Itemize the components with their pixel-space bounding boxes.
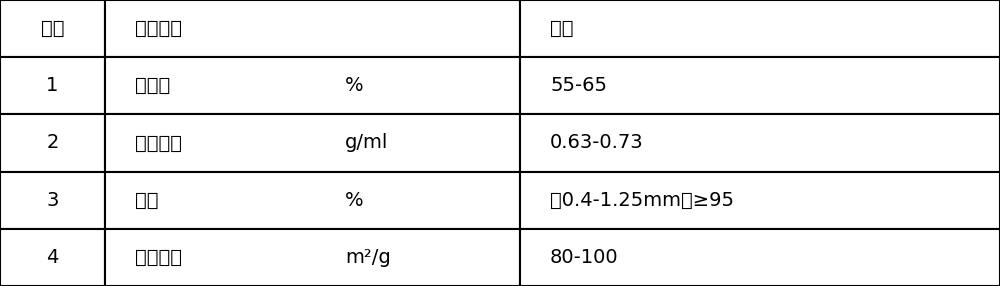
Text: 2: 2 — [46, 134, 59, 152]
Bar — [105, 172, 520, 229]
Bar — [520, 229, 1000, 286]
Text: 指标: 指标 — [550, 19, 574, 38]
Text: %: % — [345, 191, 364, 210]
Text: m²/g: m²/g — [345, 248, 391, 267]
Text: 1: 1 — [46, 76, 59, 95]
Bar — [105, 0, 520, 57]
Bar — [520, 172, 1000, 229]
Text: 0.63-0.73: 0.63-0.73 — [550, 134, 644, 152]
Bar — [0, 0, 105, 57]
Bar — [105, 114, 520, 172]
Text: 80-100: 80-100 — [550, 248, 619, 267]
Text: 3: 3 — [46, 191, 59, 210]
Text: 55-65: 55-65 — [550, 76, 607, 95]
Text: 4: 4 — [46, 248, 59, 267]
Bar — [0, 114, 105, 172]
Bar — [0, 57, 105, 114]
Bar — [520, 57, 1000, 114]
Text: 序号: 序号 — [41, 19, 64, 38]
Text: 堆积密度: 堆积密度 — [135, 134, 182, 152]
Text: 指标名称: 指标名称 — [135, 19, 182, 38]
Bar — [520, 114, 1000, 172]
Text: g/ml: g/ml — [345, 134, 388, 152]
Bar — [520, 0, 1000, 57]
Text: 含水量: 含水量 — [135, 76, 170, 95]
Bar — [105, 229, 520, 286]
Text: 比表面积: 比表面积 — [135, 248, 182, 267]
Text: （0.4-1.25mm）≥95: （0.4-1.25mm）≥95 — [550, 191, 734, 210]
Text: %: % — [345, 76, 364, 95]
Bar — [0, 172, 105, 229]
Text: 粒度: 粒度 — [135, 191, 158, 210]
Bar — [105, 57, 520, 114]
Bar — [0, 229, 105, 286]
